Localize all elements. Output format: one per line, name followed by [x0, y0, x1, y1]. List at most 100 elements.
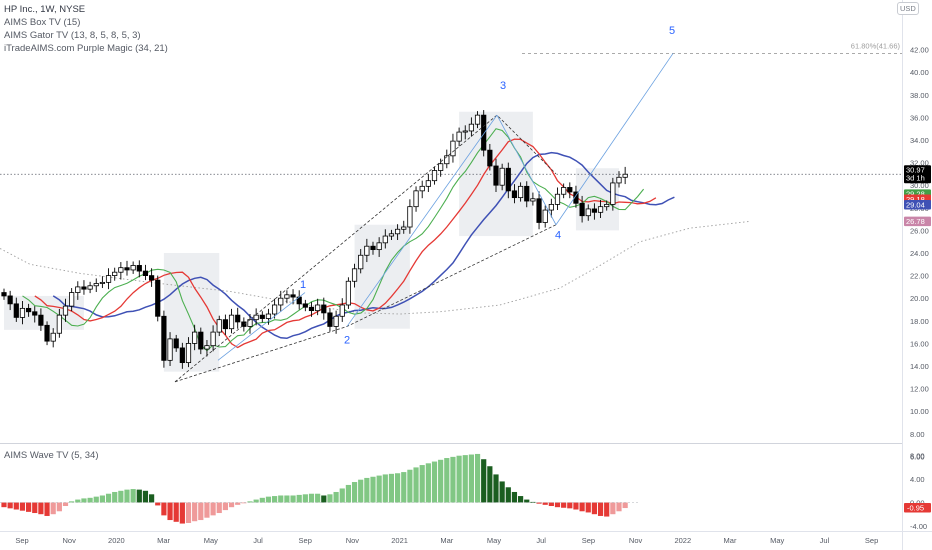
candle-body-53 — [327, 312, 333, 327]
osc-bar-98 — [604, 502, 610, 517]
candle-body-69 — [425, 180, 431, 187]
candle-body-37 — [228, 314, 235, 330]
candle-body-4 — [25, 307, 32, 313]
candle-body-64 — [394, 228, 401, 235]
candle-body-88 — [542, 209, 548, 223]
candle-body-75 — [462, 130, 468, 133]
osc-bar-51 — [315, 493, 321, 503]
candle-body-72 — [444, 155, 450, 165]
osc-bar-84 — [518, 496, 524, 503]
osc-bar-16 — [99, 495, 105, 503]
candle-body-71 — [438, 163, 444, 171]
candle-body-73 — [450, 140, 456, 157]
osc-bar-53 — [327, 494, 333, 503]
price-tick-11: 20.00 — [910, 294, 929, 303]
osc-bar-1 — [7, 502, 13, 509]
candle-body-7 — [44, 324, 50, 342]
osc-bar-27 — [167, 502, 173, 521]
time-tick-5: Jul — [253, 536, 263, 545]
candle-body-61 — [376, 242, 382, 251]
candle-body-97 — [597, 206, 604, 213]
candle-body-93 — [573, 191, 579, 204]
candle-body-98 — [604, 204, 610, 208]
osc-bar-64 — [395, 473, 401, 503]
price-tick-5: 32.00 — [910, 159, 929, 168]
candle-body-59 — [364, 245, 370, 256]
osc-bar-31 — [192, 502, 198, 522]
osc-label-bg — [904, 503, 931, 513]
osc-bar-15 — [93, 496, 99, 503]
chart-legend: HP Inc., 1W, NYSE AIMS Box TV (15) AIMS … — [4, 3, 168, 55]
price-tick-10: 22.00 — [910, 272, 929, 281]
candle-body-77 — [474, 114, 481, 125]
time-tick-13: Nov — [629, 536, 643, 545]
candle-body-49 — [302, 303, 308, 308]
osc-bar-5 — [32, 502, 38, 514]
candle-body-8 — [50, 332, 56, 342]
osc-bar-82 — [505, 487, 511, 503]
osc-bar-35 — [216, 502, 222, 514]
candle-body-29 — [179, 347, 185, 364]
price-label-sub-0: 3d 1h — [906, 174, 925, 183]
oscillator-legend[interactable]: AIMS Wave TV (5, 34) — [4, 450, 99, 461]
candle-body-47 — [290, 294, 296, 298]
osc-bar-60 — [370, 476, 376, 503]
candle-body-36 — [222, 319, 228, 330]
osc-bar-85 — [524, 499, 530, 503]
time-tick-11: Jul — [536, 536, 546, 545]
legend-indicator-box[interactable]: AIMS Box TV (15) — [4, 17, 81, 28]
price-label-bg-0 — [904, 165, 931, 184]
legend-indicator-gator[interactable]: AIMS Gator TV (13, 8, 5, 8, 5, 3) — [4, 30, 141, 41]
candle-body-96 — [591, 208, 598, 213]
oscillator-bars — [1, 453, 628, 524]
osc-bar-3 — [19, 502, 26, 511]
osc-bar-20 — [124, 489, 130, 503]
osc-bar-67 — [413, 467, 419, 503]
candle-body-101 — [622, 173, 628, 178]
time-tick-9: Mar — [440, 536, 453, 545]
osc-bar-88 — [542, 502, 548, 505]
osc-bar-54 — [333, 491, 339, 503]
candle-body-76 — [468, 123, 475, 132]
candle-body-57 — [351, 268, 358, 282]
price-tick-14: 14.00 — [910, 362, 929, 371]
candle-body-85 — [524, 185, 530, 202]
osc-bar-12 — [75, 499, 81, 503]
candle-body-55 — [339, 304, 345, 317]
osc-bar-7 — [44, 502, 50, 516]
osc-bar-93 — [573, 502, 579, 510]
wave-line-1 — [217, 292, 306, 361]
osc-bar-10 — [62, 502, 69, 507]
candle-body-68 — [419, 185, 425, 192]
legend-symbol[interactable]: HP Inc., 1W, NYSE — [4, 4, 86, 15]
candle-body-31 — [192, 331, 198, 344]
price-tick-15: 12.00 — [910, 385, 929, 394]
osc-tick-3: -4.00 — [910, 522, 927, 531]
osc-bar-63 — [388, 473, 395, 503]
candle-body-10 — [62, 305, 69, 316]
osc-bar-32 — [198, 502, 204, 521]
currency-badge[interactable]: USD — [897, 2, 919, 15]
time-tick-3: Mar — [157, 536, 170, 545]
price-label-2: 29.18 — [906, 195, 925, 204]
legend-indicator-purple-magic[interactable]: iTradeAIMS.com Purple Magic (34, 21) — [4, 43, 168, 54]
osc-bar-23 — [142, 490, 149, 503]
candle-body-82 — [505, 167, 511, 192]
osc-bar-90 — [554, 502, 561, 508]
osc-bar-17 — [105, 493, 112, 503]
osc-bar-18 — [112, 491, 118, 503]
candle-body-90 — [554, 193, 561, 205]
osc-tick-0: 8.00 — [910, 452, 925, 461]
gator-teeth-line — [34, 138, 657, 349]
time-tick-10: May — [487, 536, 501, 545]
price-tick-8: 26.00 — [910, 226, 929, 235]
wave-label-1: 1 — [300, 279, 306, 291]
osc-bar-66 — [407, 469, 413, 503]
price-tick-9: 24.00 — [910, 249, 929, 258]
osc-bar-78 — [481, 459, 487, 503]
candle-body-50 — [308, 306, 315, 312]
osc-bar-70 — [431, 461, 438, 503]
candle-body-52 — [321, 304, 327, 314]
price-axis-panel — [903, 0, 932, 550]
